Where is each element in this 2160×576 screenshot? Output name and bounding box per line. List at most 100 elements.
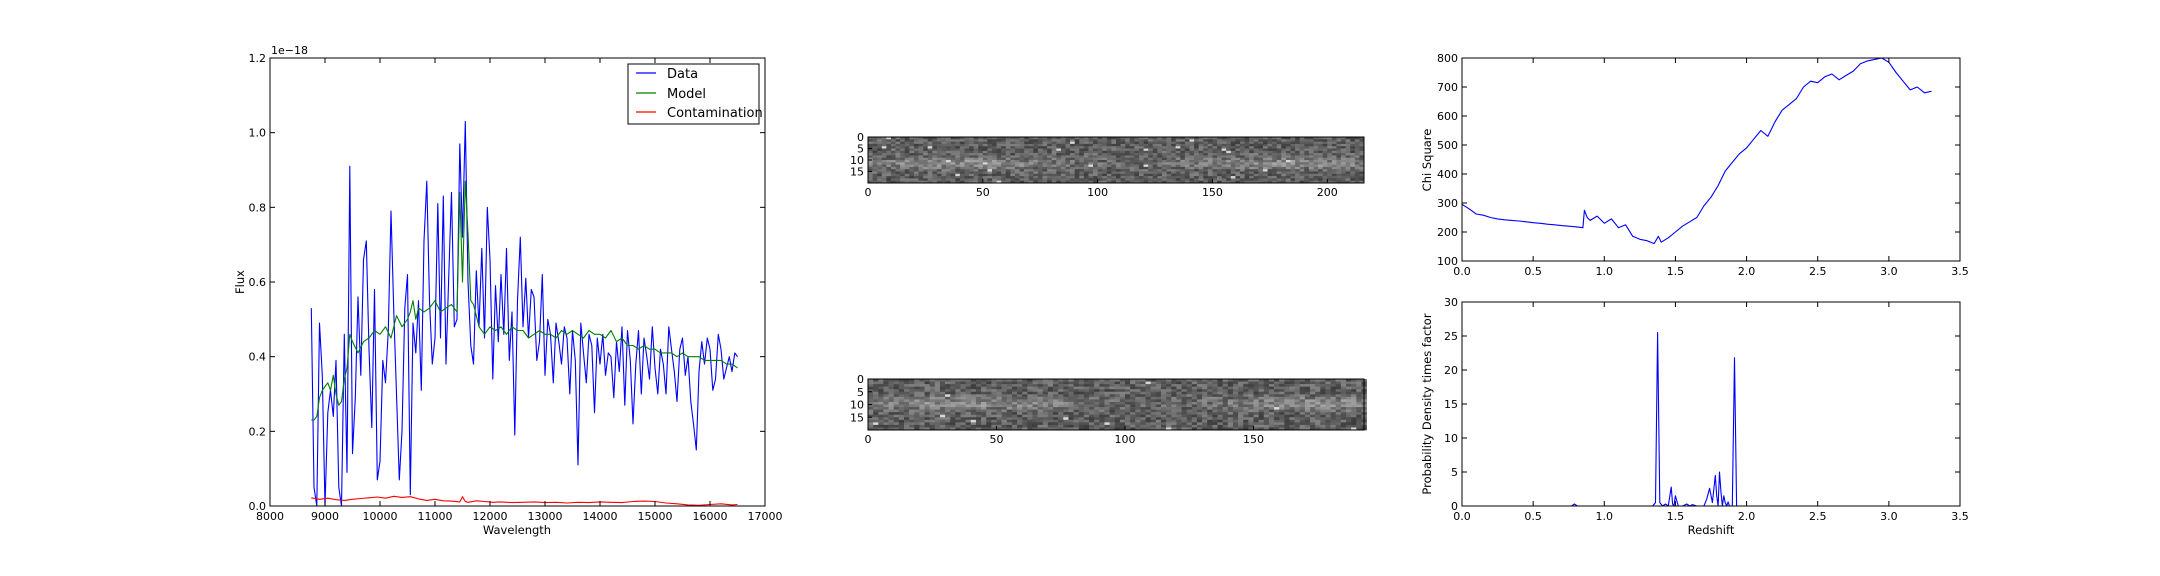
spectrum-2d-bottom-pixel xyxy=(1243,399,1249,403)
spectrum-2d-top-pixel xyxy=(1134,139,1140,142)
spectrum-2d-bottom-pixel xyxy=(1027,396,1033,400)
spectrum-2d-bottom-pixel xyxy=(893,396,900,400)
spectrum-2d-bottom-pixel xyxy=(1032,414,1038,418)
spectrum-2d-top-pixel xyxy=(1097,157,1103,161)
spectrum-2d-top-pixel xyxy=(918,146,924,149)
spectrum-2d-bottom-pixel xyxy=(929,384,936,387)
spectrum-2d-bottom-pixel xyxy=(986,422,992,426)
spectrum-2d-bottom-pixel xyxy=(1294,389,1301,393)
spectrum-2d-bottom-pixel xyxy=(1284,389,1290,393)
spectrum-2d-bottom-pixel xyxy=(1124,409,1131,413)
spectrum-2d-top-pixel xyxy=(1129,153,1135,156)
spectrum-2d-bottom-pixel xyxy=(898,379,905,382)
spectrum-2d-bottom-pixel xyxy=(1191,412,1198,415)
spectrum-2d-bottom-pixel xyxy=(1335,419,1342,423)
spectrum-2d-top-pixel xyxy=(1166,150,1172,154)
spectrum-2d-top-pixel xyxy=(1253,162,1259,165)
spectrum-2d-bottom-pixel xyxy=(903,381,910,385)
spectrum-2d-top-pixel xyxy=(1175,176,1181,179)
spectrum-2d-top-pixel xyxy=(1331,176,1337,179)
spectrum-2d-bottom-pixel xyxy=(914,404,920,408)
spectrum-2d-top-pixel xyxy=(1285,169,1291,172)
spectrum-2d-top-pixel xyxy=(1065,143,1071,147)
probability-density-axes-frame xyxy=(1461,301,1961,507)
spectrum-2d-top-pixel xyxy=(1157,137,1163,140)
spectrum-2d-bottom-pixel xyxy=(1186,384,1193,387)
spectrum-2d-bottom-pixel xyxy=(929,407,936,410)
spectrum-2d-bottom-pixel xyxy=(981,407,987,410)
spectrum-2d-top-pixel xyxy=(1308,148,1314,152)
spectrum-2d-top-pixel xyxy=(913,137,919,140)
spectrum-2d-bottom-pixel xyxy=(1274,409,1280,413)
spectrum-2d-bottom-pixel xyxy=(1114,384,1121,387)
spectrum-2d-bottom-pixel xyxy=(903,422,910,426)
spectrum-2d-top-pixel xyxy=(1148,166,1154,170)
spectrum-2d-top-pixel xyxy=(1308,166,1314,170)
spectrum-2d-top-pixel xyxy=(1249,137,1255,140)
spectrum-2d-top-pixel xyxy=(890,146,896,149)
spectrum-2d-top-pixel xyxy=(1267,171,1273,175)
spectrum-2d-top-pixel xyxy=(1014,173,1020,177)
spectrum-2d-bottom-pixel xyxy=(1083,384,1090,387)
spectrum-2d-bottom-pixel xyxy=(1289,401,1295,405)
spectrum-2d-top-pixel xyxy=(895,178,901,181)
spectrum-2d-top-pixel xyxy=(969,171,974,175)
spectrum-2d-bottom-pixel xyxy=(1258,399,1265,403)
spectrum-2d-bottom-pixel xyxy=(1140,389,1146,393)
spectrum-2d-bottom-pixel xyxy=(1135,401,1141,405)
probability-density-ytick-label: 25 xyxy=(1444,330,1458,343)
spectrum-2d-bottom-pixel xyxy=(878,386,884,390)
spectrum-2d-bottom-pixel xyxy=(873,427,879,431)
spectrum-2d-top-pixel xyxy=(1042,155,1048,158)
spectrum-2d-bottom-pixel xyxy=(1099,379,1105,382)
spectrum-2d-top-pixel xyxy=(1189,139,1195,142)
spectrum-2d-bottom-pixel xyxy=(1017,381,1023,385)
spectrum-2d-top-pixel xyxy=(1299,160,1305,163)
spectrum-2d-top-pixel xyxy=(1262,173,1268,177)
spectrum-2d-bottom-pixel xyxy=(1104,389,1110,393)
spectrum-2d-bottom-pixel xyxy=(981,422,987,426)
spectrum-2d-top-pixel xyxy=(1001,180,1007,184)
spectrum-2d-top-pixel xyxy=(1253,148,1259,152)
spectrum-2d-top-pixel xyxy=(1226,143,1232,147)
spectrum-2d-bottom-pixel xyxy=(1011,391,1018,395)
spectrum-2d-bottom-pixel xyxy=(1047,394,1054,398)
spectrum-2d-top-pixel xyxy=(1097,143,1103,147)
spectrum-2d-top-pixel xyxy=(987,166,993,170)
spectrum-2d-bottom-pixel xyxy=(1027,412,1033,415)
spectrum-2d-bottom-pixel xyxy=(965,412,972,415)
spectrum-2d-top-pixel xyxy=(1226,160,1232,163)
spectrum-2d-bottom-pixel xyxy=(1109,396,1116,400)
spectrum-2d-bottom-pixel xyxy=(1191,386,1198,390)
spectrum-2d-bottom-pixel xyxy=(950,394,956,398)
spectrum-2d-bottom-pixel xyxy=(1171,407,1177,410)
spectrum-2d-top-pixel xyxy=(1203,143,1209,147)
spectrum-2d-bottom-pixel xyxy=(1196,407,1203,410)
spectrum-2d-top-pixel xyxy=(1065,146,1071,149)
spectrum-2d-bottom-pixel xyxy=(1017,419,1023,423)
spectrum-2d-bottom-pixel xyxy=(1058,404,1064,408)
spectrum-2d-top-pixel xyxy=(1281,153,1287,156)
spectrum-2d-top-pixel xyxy=(1148,153,1154,156)
spectrum-2d-bottom-pixel xyxy=(1150,422,1157,426)
spectrum-2d-top-pixel xyxy=(1097,139,1103,142)
spectrum-2d-top-pixel xyxy=(1152,148,1158,152)
spectrum-2d-top-pixel xyxy=(1258,137,1264,140)
spectrum-2d-top-pixel xyxy=(1042,139,1048,142)
spectrum-2d-top-pixel xyxy=(1166,164,1172,168)
spectrum-2d-top-pixel xyxy=(1093,178,1098,181)
spectrum-2d-top-pixel xyxy=(969,166,974,170)
spectrum-2d-bottom-pixel xyxy=(1227,384,1234,387)
spectrum-2d-top-pixel xyxy=(1345,148,1351,152)
spectrum-2d-top-pixel xyxy=(1341,171,1346,175)
spectrum-2d-bottom-pixel xyxy=(939,407,946,410)
spectrum-2d-bottom-pixel xyxy=(1001,386,1008,390)
spectrum-2d-top-pixel xyxy=(909,157,915,161)
spectrum-2d-top-pixel xyxy=(1230,143,1236,147)
spectrum-2d-top-pixel xyxy=(936,155,942,158)
spectrum-2d-top-pixel xyxy=(1171,164,1176,168)
spectrum-2d-top-pixel xyxy=(1240,162,1245,165)
spectrum-2d-top-pixel xyxy=(1047,153,1052,156)
spectrum-2d-bottom-pixel xyxy=(1248,396,1254,400)
